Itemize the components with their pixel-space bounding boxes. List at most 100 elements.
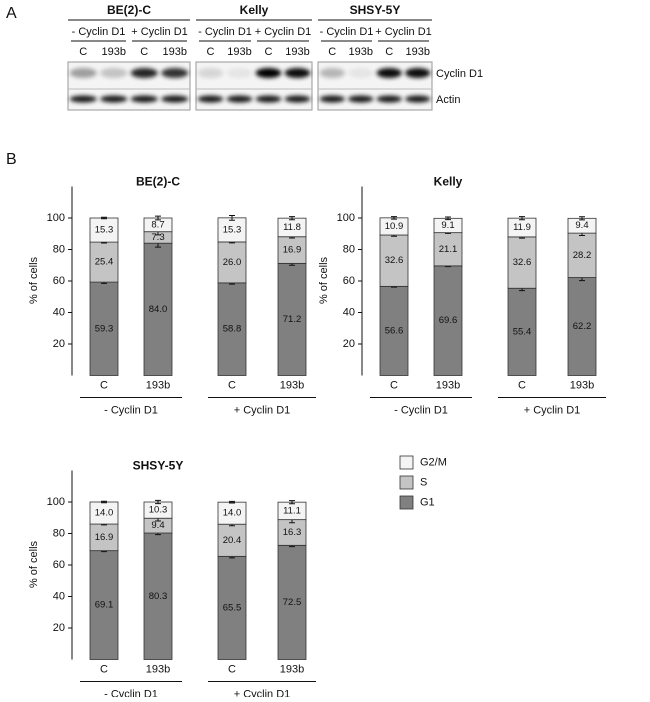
lane-label: 193b: [227, 46, 251, 58]
band: [319, 95, 345, 103]
group-label: + Cyclin D1: [234, 404, 291, 416]
band: [69, 68, 97, 78]
error-bar: [519, 216, 525, 221]
error-bar: [289, 500, 295, 505]
value-label: 72.5: [283, 597, 302, 608]
band: [161, 95, 189, 103]
legend-label: S: [420, 476, 427, 488]
error-bar: [229, 500, 235, 504]
lane-label: 193b: [163, 46, 187, 58]
x-tick-label: C: [100, 379, 108, 391]
panel-label: A: [6, 5, 17, 22]
error-bar: [445, 216, 451, 221]
bar-segment: [217, 523, 247, 557]
band: [284, 68, 311, 78]
band: [197, 95, 224, 103]
lane-label: 193b: [349, 46, 373, 58]
value-label: 11.9: [513, 222, 531, 233]
value-label: 32.6: [385, 255, 404, 266]
group-label: + Cyclin D1: [234, 688, 291, 697]
group-label: - Cyclin D1: [104, 404, 158, 416]
value-label: 32.6: [513, 257, 532, 268]
band: [100, 68, 128, 78]
y-tick-label: 100: [337, 212, 355, 224]
band: [284, 95, 311, 103]
group-label: - Cyclin D1: [394, 404, 448, 416]
bar-segment: [277, 236, 307, 264]
value-label: 71.2: [283, 314, 302, 325]
value-label: 26.0: [223, 257, 242, 268]
cell-line-label: SHSY-5Y: [350, 3, 401, 17]
lane-label: C: [328, 46, 336, 58]
value-label: 11.1: [283, 505, 301, 516]
x-tick-label: C: [518, 379, 526, 391]
band: [226, 68, 253, 78]
value-label: 58.8: [223, 324, 242, 335]
y-tick-label: 40: [53, 306, 65, 318]
value-label: 16.9: [95, 532, 114, 543]
y-tick-label: 80: [53, 527, 65, 539]
band: [319, 68, 345, 78]
value-label: 15.3: [95, 225, 114, 236]
y-tick-label: 60: [53, 275, 65, 287]
band: [348, 95, 374, 103]
band: [197, 68, 224, 78]
bar-segment: [89, 241, 119, 283]
bar-segment: [379, 234, 409, 287]
value-label: 9.1: [441, 220, 454, 231]
value-label: 16.3: [283, 527, 302, 538]
band: [405, 95, 431, 103]
lane-label: 193b: [406, 46, 430, 58]
legend-label: G1: [420, 496, 435, 508]
lane-label: 193b: [102, 46, 126, 58]
error-bar: [155, 215, 161, 221]
error-bar: [391, 216, 397, 220]
bar-segment: [507, 287, 537, 376]
value-label: 11.8: [283, 222, 301, 233]
bar-segment: [89, 281, 119, 376]
bar-segment: [379, 285, 409, 376]
value-label: 59.3: [95, 323, 114, 334]
bar-segment: [277, 262, 307, 376]
band: [348, 68, 374, 78]
chart-title: SHSY-5Y: [133, 459, 184, 473]
value-label: 16.9: [283, 245, 302, 256]
x-tick-label: 193b: [436, 379, 460, 391]
legend-swatch: [399, 495, 414, 510]
band: [69, 95, 97, 103]
y-axis-label: % of cells: [318, 256, 330, 304]
lane-label: C: [207, 46, 215, 58]
y-tick-label: 20: [53, 338, 65, 350]
legend-swatch: [399, 455, 414, 470]
bar-segment: [217, 241, 247, 284]
error-bar: [579, 216, 585, 221]
cell-line-label: Kelly: [240, 3, 269, 17]
band: [100, 95, 128, 103]
band: [130, 68, 158, 78]
band: [376, 68, 402, 78]
lane-label: C: [265, 46, 273, 58]
y-tick-label: 60: [53, 559, 65, 571]
value-label: 7.3: [151, 232, 164, 243]
y-tick-label: 40: [53, 590, 65, 602]
band: [255, 95, 282, 103]
condition-label: + Cyclin D1: [255, 26, 312, 38]
y-tick-label: 20: [53, 622, 65, 634]
error-bar: [155, 499, 161, 505]
y-axis-label: % of cells: [28, 540, 40, 588]
x-tick-label: C: [390, 379, 398, 391]
condition-label: - Cyclin D1: [320, 26, 374, 38]
value-label: 10.9: [385, 221, 404, 232]
value-label: 9.4: [575, 220, 588, 231]
value-label: 21.1: [439, 244, 458, 255]
bar-segment: [567, 232, 597, 278]
panel-label: B: [6, 151, 17, 168]
value-label: 25.4: [95, 257, 114, 268]
band: [405, 68, 431, 78]
value-label: 69.6: [439, 315, 458, 326]
error-bar: [101, 216, 107, 220]
value-label: 65.5: [223, 602, 242, 613]
value-label: 8.7: [151, 219, 164, 230]
condition-label: - Cyclin D1: [72, 26, 126, 38]
value-label: 20.4: [223, 535, 242, 546]
